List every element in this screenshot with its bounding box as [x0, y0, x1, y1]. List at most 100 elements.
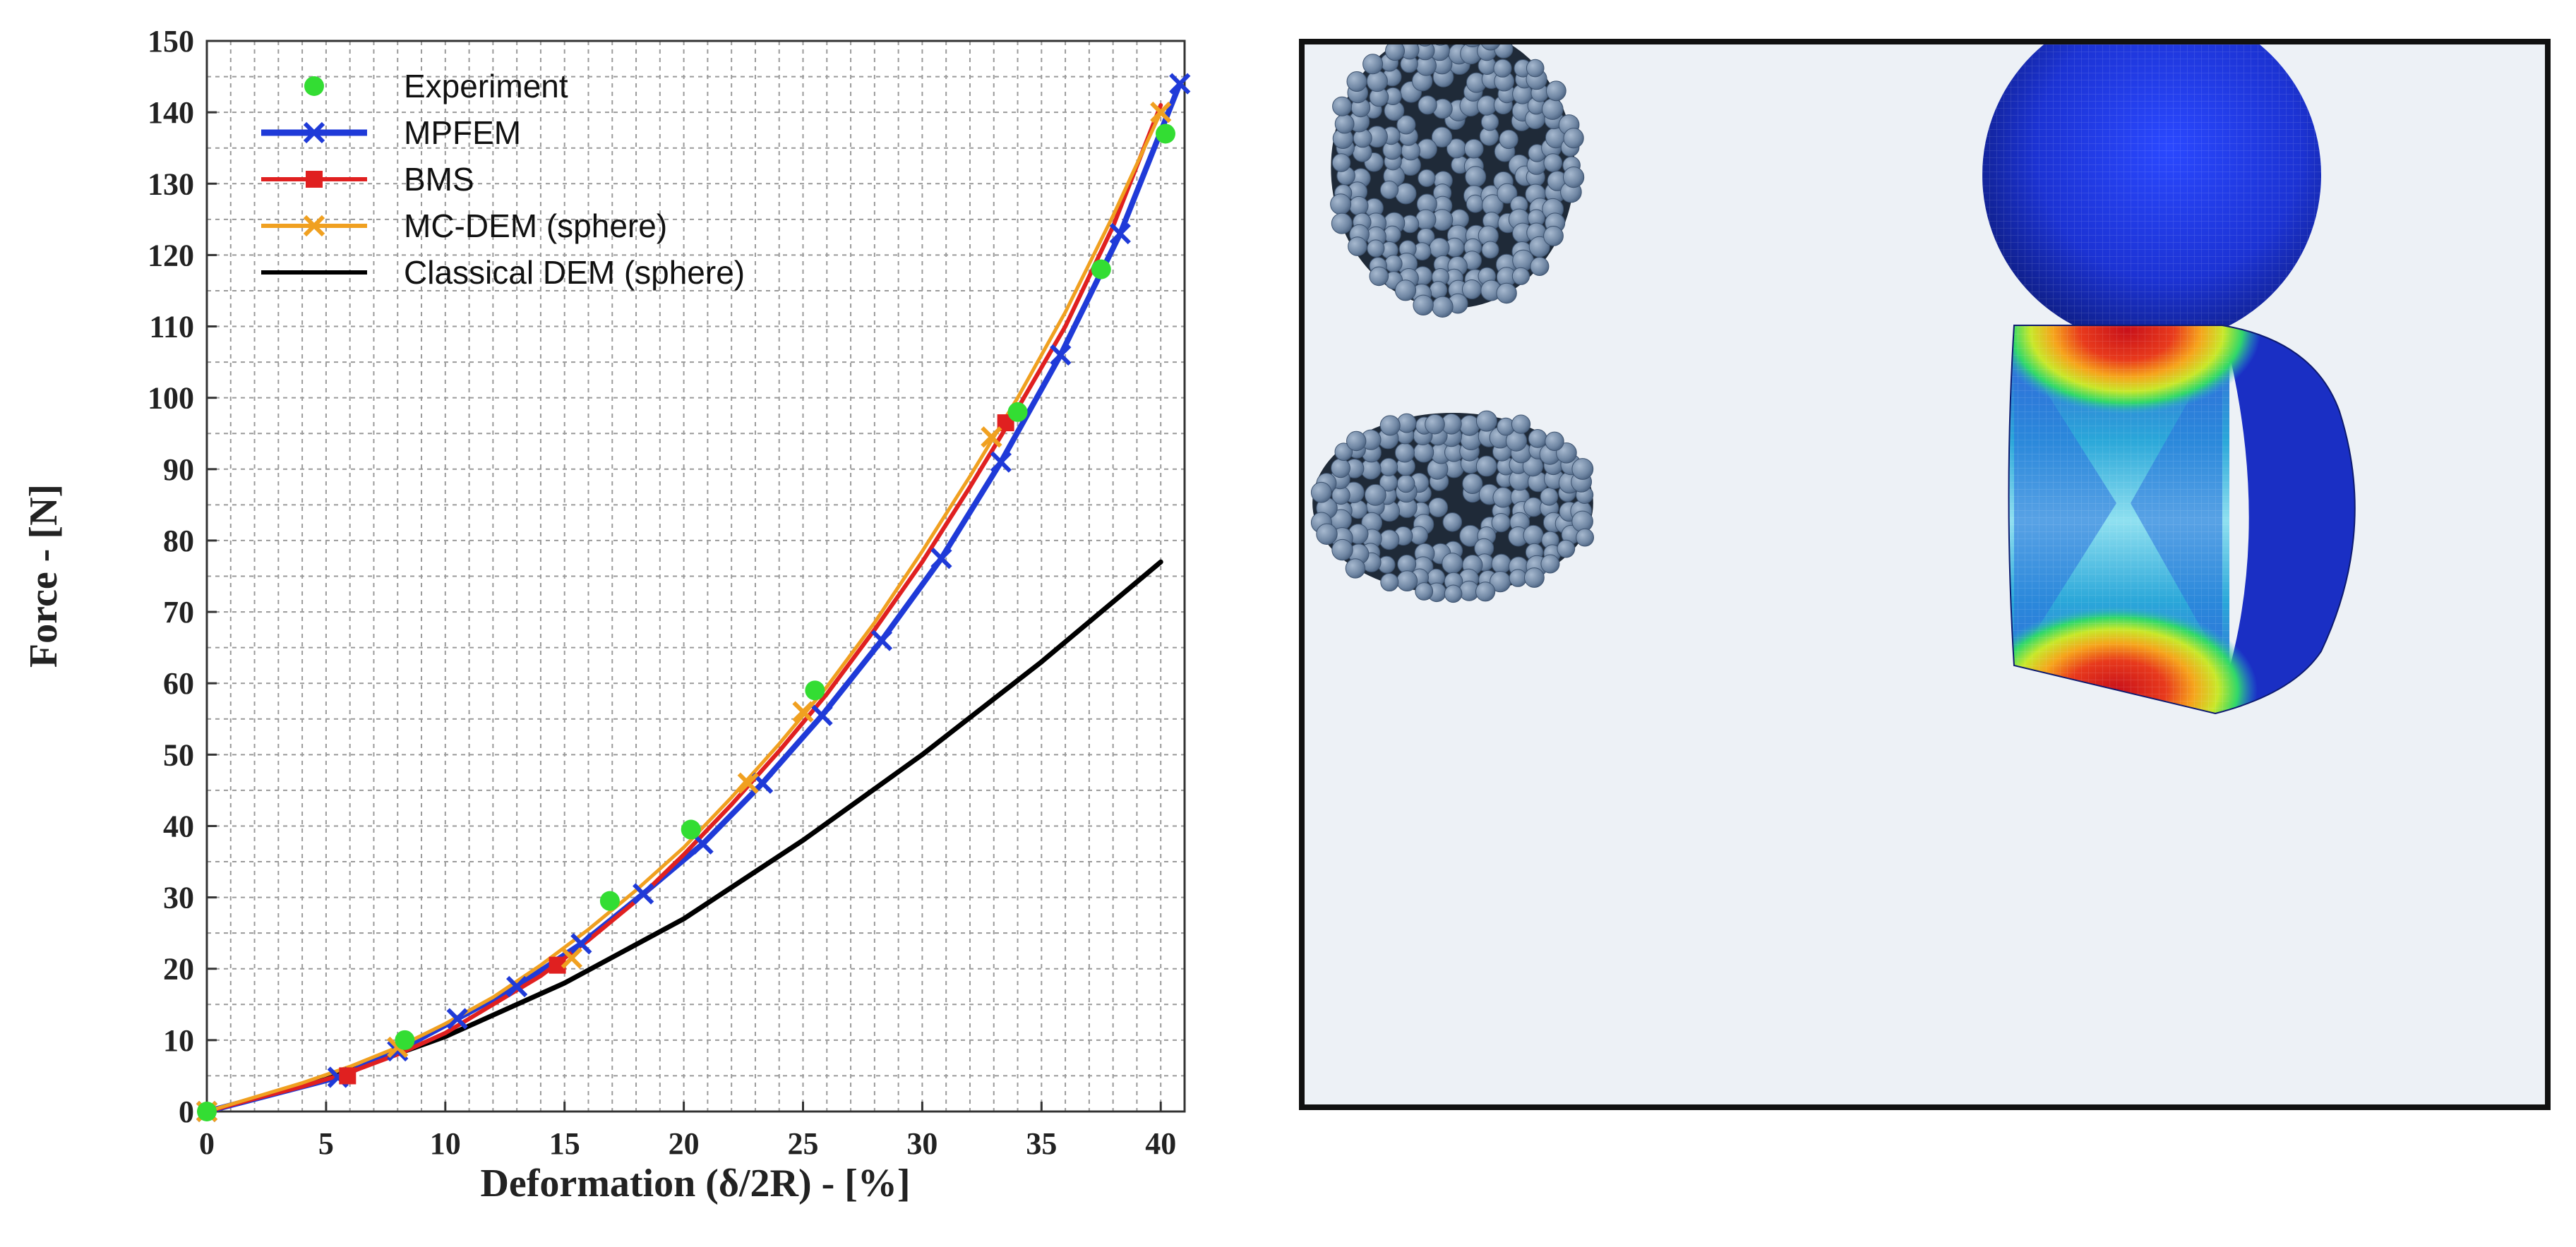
particle — [1481, 241, 1499, 259]
particle — [1475, 410, 1497, 432]
x-tick-label: 5 — [318, 1126, 334, 1161]
particle — [1530, 257, 1550, 276]
x-tick-label: 40 — [1145, 1126, 1176, 1161]
particle — [1413, 294, 1434, 315]
particle — [1543, 226, 1564, 246]
x-axis-title: Deformation (δ/2R) - [%] — [480, 1162, 910, 1205]
particle — [1415, 209, 1437, 230]
particle — [1379, 180, 1399, 200]
y-tick-label: 50 — [163, 737, 194, 772]
plot-frame — [205, 40, 1186, 1113]
data-point-experiment — [1091, 259, 1111, 279]
particle — [1496, 282, 1517, 304]
data-point-experiment — [395, 1030, 415, 1050]
y-tick-label: 120 — [148, 238, 194, 272]
marker-stroke — [811, 704, 833, 726]
particle — [1432, 296, 1454, 318]
particle — [1369, 266, 1389, 287]
simulation-illustration — [1310, 44, 2356, 715]
particle — [1576, 528, 1595, 547]
particle — [1480, 113, 1499, 131]
marker-stroke — [506, 975, 528, 998]
legend-item-experiment: Experiment — [304, 68, 568, 104]
legend-swatch-marker — [303, 215, 325, 237]
data-point-mc-dem-sphere — [792, 701, 814, 723]
y-tick-label: 60 — [163, 666, 194, 701]
marker-layer — [196, 73, 1191, 1123]
particle — [1419, 44, 1431, 47]
particle — [1481, 44, 1500, 51]
particle — [1384, 255, 1403, 273]
series-line-bms — [207, 103, 1163, 1112]
marker-stroke — [561, 947, 582, 969]
particle — [1396, 115, 1416, 135]
particle — [1379, 457, 1398, 476]
x-tick-label: 20 — [669, 1126, 700, 1161]
marker-stroke — [633, 883, 654, 905]
particle — [1425, 414, 1445, 435]
data-point-mpfem — [811, 704, 833, 726]
particle — [1461, 279, 1482, 299]
y-tick-label: 10 — [163, 1023, 194, 1058]
marker-stroke — [570, 933, 592, 955]
particle — [1491, 513, 1511, 533]
marker-stroke — [930, 548, 952, 570]
particle — [1493, 59, 1512, 78]
data-point-experiment — [599, 891, 620, 911]
marker-stroke — [1050, 344, 1072, 366]
particle — [1334, 114, 1355, 134]
data-point-mpfem — [1109, 222, 1131, 245]
particle — [1442, 512, 1463, 532]
marker-stroke — [303, 215, 325, 237]
marker-stroke — [792, 701, 814, 723]
particle — [1396, 474, 1415, 493]
particle — [1332, 96, 1353, 116]
force-deformation-chart: 0 10 20 30 40 50 60 70 80 90 100 110 120 130 140 150 0 5… — [22, 24, 1191, 1205]
data-point-mpfem — [446, 1008, 468, 1030]
x-tick-label: 15 — [549, 1126, 580, 1161]
particle — [1442, 553, 1463, 574]
particle — [1524, 567, 1545, 588]
marker-stroke — [870, 629, 893, 651]
particle — [1395, 183, 1417, 205]
legend-item-mc-dem-sphere: MC-DEM (sphere) — [261, 207, 667, 244]
marker-stroke — [303, 121, 325, 144]
data-point-mpfem — [990, 451, 1012, 473]
particle-assembly-undeformed — [1330, 44, 1585, 318]
particle — [1331, 153, 1351, 172]
data-point-experiment — [197, 1102, 217, 1121]
particle — [1346, 71, 1367, 92]
particle — [1316, 523, 1338, 545]
legend-item-mpfem: MPFEM — [261, 114, 521, 151]
legend-swatch-marker — [303, 121, 325, 144]
data-point-mpfem — [930, 548, 952, 570]
data-point-mc-dem-sphere — [737, 772, 759, 794]
legend-item-classical-dem-sphere: Classical DEM (sphere) — [261, 254, 745, 291]
particle — [1331, 458, 1350, 478]
particle — [1379, 415, 1401, 436]
particle — [1383, 225, 1401, 243]
particle — [1364, 483, 1386, 506]
particle — [1497, 183, 1518, 204]
particle — [1413, 442, 1434, 463]
fem-section-stress — [2008, 325, 2356, 715]
particle — [1523, 524, 1544, 546]
particle — [1475, 455, 1497, 477]
x-tick-label: 25 — [788, 1126, 819, 1161]
particle — [1418, 95, 1437, 115]
y-tick-label: 30 — [163, 881, 194, 915]
y-tick-label: 20 — [163, 952, 194, 987]
data-point-mc-dem-sphere — [561, 947, 582, 969]
legend-label: Experiment — [404, 68, 568, 104]
marker-stroke — [1150, 102, 1172, 124]
x-tick-label: 0 — [199, 1126, 215, 1161]
particle — [1396, 570, 1418, 591]
y-tick-label: 0 — [179, 1095, 194, 1129]
y-tick-label: 40 — [163, 809, 194, 843]
data-point-mpfem — [506, 975, 528, 998]
gridlines — [207, 41, 1185, 1112]
y-tick-label: 150 — [148, 24, 194, 59]
particle — [1429, 237, 1450, 258]
particle — [1511, 414, 1531, 434]
particle — [1379, 529, 1400, 550]
